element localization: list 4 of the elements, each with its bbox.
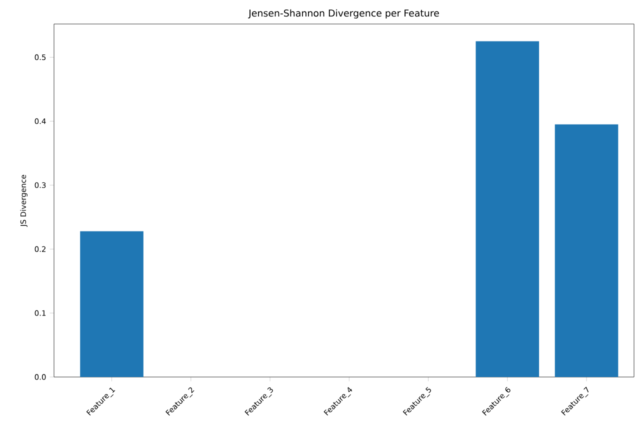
bar bbox=[554, 124, 618, 377]
bar bbox=[80, 231, 144, 377]
bar bbox=[476, 41, 540, 377]
chart-title: Jensen-Shannon Divergence per Feature bbox=[248, 9, 439, 18]
